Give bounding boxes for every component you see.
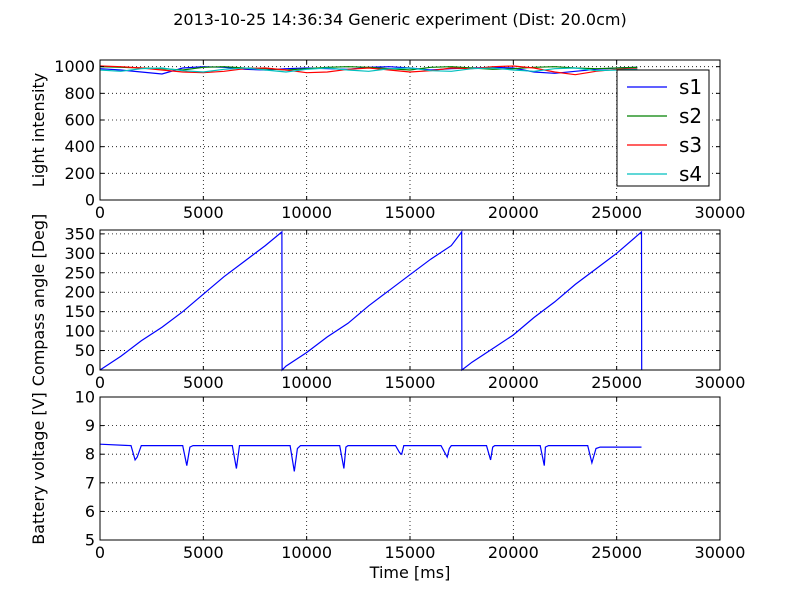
y-tick-label: 6 [85,502,95,521]
y-tick-label: 200 [64,283,95,302]
y-tick-label: 200 [64,164,95,183]
series-line-s4 [99,67,638,73]
legend-label-s4: s4 [679,162,702,186]
x-tick-label: 25000 [591,203,642,222]
series-line-series-1 [99,230,643,372]
y-tick-label: 5 [85,531,95,550]
y-axis-label: Battery voltage [V] [29,392,48,545]
y-tick-label: 150 [64,302,95,321]
x-tick-label: 5000 [183,543,224,562]
y-tick-label: 100 [64,322,95,341]
x-tick-label: 0 [95,373,105,392]
y-tick-label: 0 [85,361,95,380]
legend: s1 s2 s3 s4 [616,69,710,187]
y-tick-label: 300 [64,244,95,263]
x-tick-label: 5000 [183,373,224,392]
legend-box [616,69,710,187]
series-line-s2 [99,66,638,71]
x-tick-label: 0 [95,203,105,222]
x-tick-label: 20000 [488,373,539,392]
x-tick-label: 25000 [591,543,642,562]
x-tick-label: 10000 [281,203,332,222]
x-tick-label: 20000 [488,543,539,562]
legend-label-s3: s3 [679,133,702,157]
figure-title: 2013-10-25 14:36:34 Generic experiment (… [173,10,626,29]
subplot-1: 0 5000 10000 15000 20000 25000 30000 0 200 400 600… [29,57,745,222]
subplot-2: 0 5000 10000 15000 20000 25000 300000501001502… [29,214,745,392]
subplots: 0 5000 10000 15000 20000 25000 300000200400600… [29,57,745,582]
x-tick-label: 20000 [488,203,539,222]
x-tick-label: 10000 [281,543,332,562]
y-tick-label: 8 [85,445,95,464]
x-tick-label: 25000 [591,373,642,392]
y-tick-label: 800 [64,84,95,103]
x-tick-label: 15000 [385,203,436,222]
series-line-series-1 [99,443,642,472]
y-tick-label: 50 [75,341,95,360]
legend-label-s2: s2 [679,104,702,128]
y-tick-label: 350 [64,224,95,243]
legend-label-s1: s1 [679,75,702,99]
y-tick-label: 600 [64,111,95,130]
subplot-3: 0 5000 10000 15000 20000 25000 30000 5 6 7 8 9 10 Bat… [29,388,745,583]
x-axis-label: Time [ms] [369,563,451,582]
y-tick-label: 400 [64,137,95,156]
x-tick-label: 10000 [281,373,332,392]
x-tick-label: 0 [95,543,105,562]
series-line-s3 [99,65,638,76]
y-tick-label: 10 [75,388,95,407]
x-tick-label: 15000 [385,543,436,562]
y-tick-label: 9 [85,416,95,435]
y-axis-label: Compass angle [Deg] [29,214,48,387]
x-tick-label: 5000 [183,203,224,222]
x-tick-label: 30000 [695,373,746,392]
x-tick-label: 15000 [385,373,436,392]
y-axis-label: Light intensity [29,73,48,187]
y-tick-label: 0 [85,191,95,210]
y-tick-label: 1000 [54,57,95,76]
x-tick-label: 30000 [695,203,746,222]
plot-frame [99,396,721,541]
y-tick-label: 7 [85,473,95,492]
y-tick-label: 250 [64,263,95,282]
x-tick-label: 30000 [695,543,746,562]
